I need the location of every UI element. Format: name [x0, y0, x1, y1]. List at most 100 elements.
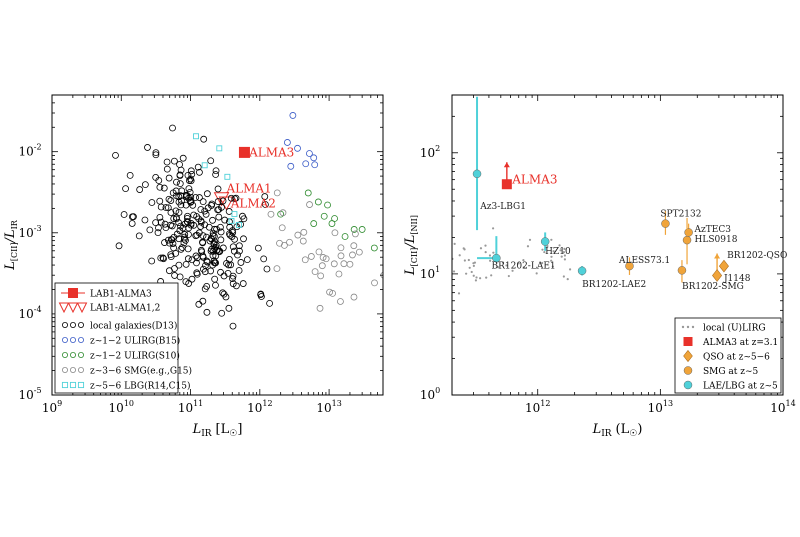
data-point — [179, 154, 187, 162]
data-point — [216, 247, 224, 255]
data-point — [152, 151, 160, 159]
data-point — [320, 212, 328, 220]
data-point — [522, 258, 525, 262]
tick-base: 10 — [420, 146, 435, 160]
data-point — [311, 268, 319, 276]
data-point — [273, 265, 281, 272]
data-point — [261, 193, 269, 200]
legend-entry: LAB1-ALMA3 — [61, 288, 152, 300]
data-point — [172, 187, 180, 195]
data-point — [209, 261, 217, 269]
tick-base: 10 — [648, 401, 663, 415]
data-point — [181, 235, 188, 243]
data-point — [276, 239, 283, 247]
data-point — [165, 195, 173, 203]
data-point — [177, 245, 185, 253]
annotation-label: BR1202-QSO — [727, 251, 787, 261]
data-point — [171, 272, 178, 279]
axes-frame — [451, 94, 784, 396]
legend-entry: local galaxies(D13) — [62, 321, 177, 332]
data-point — [228, 217, 235, 224]
data-point — [188, 275, 196, 283]
annotation-label: SPT2132 — [660, 210, 701, 220]
data-point — [349, 251, 356, 259]
data-point — [176, 273, 184, 281]
y-tick-label: 10-4 — [18, 305, 41, 321]
data-point — [625, 261, 634, 271]
data-point — [182, 278, 190, 286]
data-point — [214, 185, 222, 193]
data-point — [324, 201, 331, 209]
data-point — [468, 266, 471, 269]
data-point — [479, 277, 482, 280]
tick-exponent: 9 — [57, 399, 62, 408]
data-point — [300, 228, 308, 236]
data-point — [263, 265, 271, 273]
x-tick-label: 109 — [42, 399, 62, 415]
data-point — [208, 202, 215, 209]
data-point — [184, 212, 191, 220]
data-point — [186, 188, 194, 196]
limit-arrowhead — [503, 162, 510, 168]
data-point — [201, 207, 209, 215]
data-point — [316, 304, 324, 312]
annotation-label: ALMA3 — [511, 173, 557, 187]
data-point — [718, 259, 729, 273]
data-point — [209, 216, 216, 224]
legend-swatch — [62, 321, 69, 328]
data-point — [472, 262, 475, 265]
data-point — [484, 244, 487, 247]
legend-entry: SMG at z∼5 — [683, 366, 759, 377]
x-tick-label: 1013 — [648, 399, 673, 415]
data-point — [289, 112, 297, 119]
data-point — [213, 192, 230, 207]
data-point — [484, 251, 487, 254]
data-point — [187, 175, 194, 183]
legend-swatch — [78, 336, 85, 343]
data-point — [167, 197, 175, 204]
data-point — [467, 258, 470, 262]
series-6 — [193, 133, 242, 228]
data-point — [306, 150, 313, 157]
y-tick-label: 10-3 — [18, 224, 41, 240]
data-point — [225, 304, 233, 312]
legend-label: local (U)LIRG — [703, 323, 766, 334]
tick-exponent: 11 — [193, 399, 203, 408]
tick-exponent: 13 — [332, 399, 342, 408]
tick-exponent: 10 — [124, 399, 134, 408]
data-point — [551, 265, 554, 268]
x-tick-label: 1013 — [316, 399, 341, 415]
legend-swatch — [68, 288, 78, 298]
legend-swatch — [681, 325, 685, 329]
data-point — [331, 229, 339, 237]
data-point — [314, 198, 322, 206]
tick-base: 10 — [18, 307, 33, 321]
data-point — [219, 289, 227, 297]
data-point — [187, 167, 195, 175]
legend-swatch — [77, 381, 85, 389]
legend-swatch — [78, 366, 85, 373]
data-point — [185, 185, 193, 193]
data-point — [186, 197, 194, 204]
data-point — [712, 269, 723, 282]
data-point — [161, 239, 168, 246]
legend-swatch — [70, 366, 77, 373]
data-point — [164, 236, 172, 244]
series-2 — [112, 124, 273, 330]
tick-base: 10 — [420, 267, 435, 281]
data-point — [492, 251, 495, 254]
annotation-label: AzTEC3 — [694, 225, 732, 235]
annotation-label: ALMA1 — [225, 182, 271, 196]
data-point — [162, 224, 170, 232]
y-tick-label: 101 — [420, 265, 440, 281]
legend: LAB1-ALMA3 LAB1-ALMA1,2 local galaxies(D13… — [54, 282, 192, 394]
tick-base: 10 — [420, 388, 435, 402]
data-point — [219, 197, 227, 205]
data-point — [239, 212, 246, 220]
data-point — [162, 204, 170, 211]
legend-swatch — [67, 302, 79, 314]
data-point — [170, 157, 178, 165]
